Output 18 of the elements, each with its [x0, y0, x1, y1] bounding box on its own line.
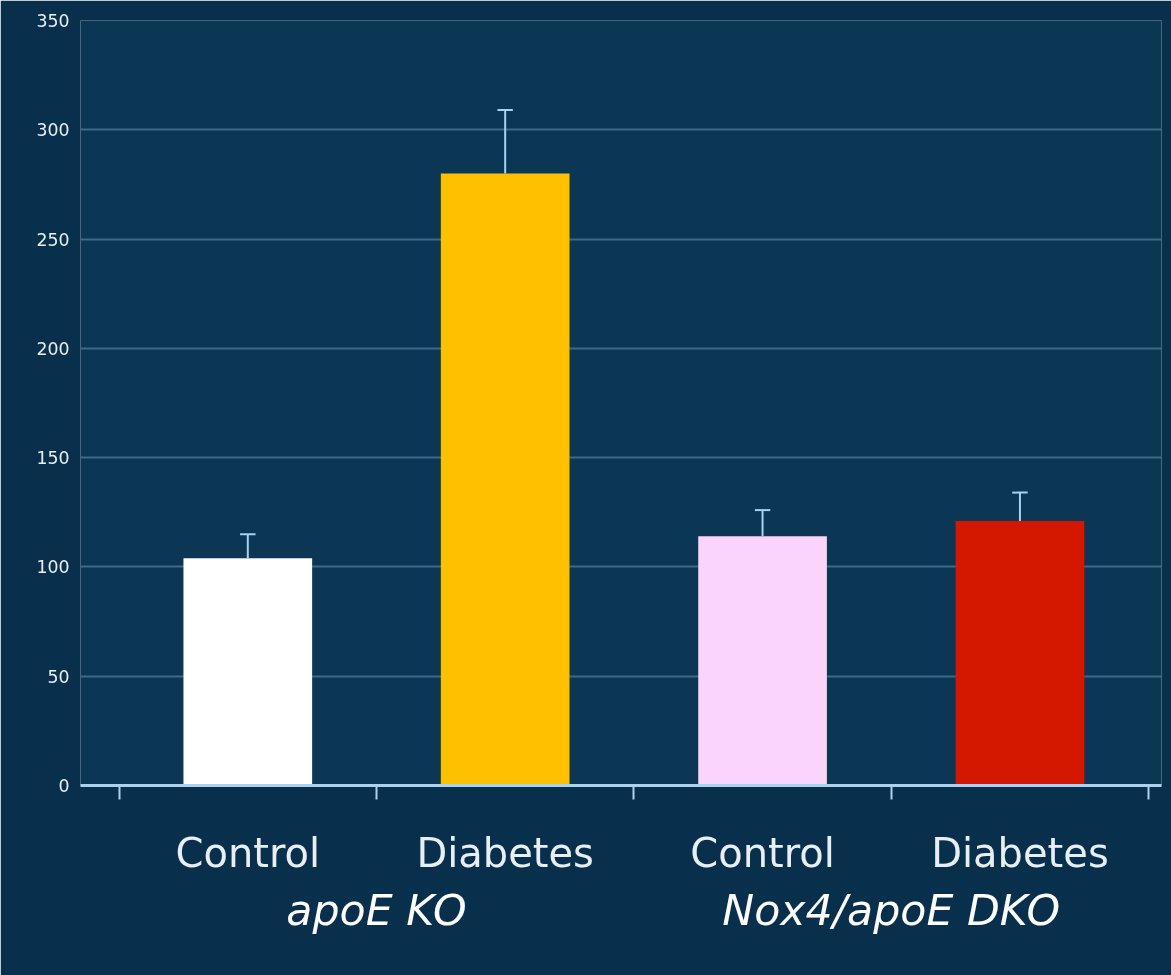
- x-tick-label: Diabetes: [416, 829, 594, 876]
- x-tick-label: Diabetes: [931, 829, 1109, 876]
- y-tick-label: 50: [47, 666, 70, 687]
- bar: [183, 558, 313, 786]
- y-tick-label: 150: [36, 448, 70, 469]
- text: apoE KO: [286, 884, 467, 935]
- bar: [440, 173, 570, 786]
- bar: [698, 536, 827, 786]
- y-tick-label: 300: [36, 120, 70, 141]
- y-tick-label: 100: [36, 557, 70, 578]
- y-tick-label: 250: [36, 229, 70, 250]
- y-tick-label: 200: [36, 338, 70, 359]
- y-tick-label: 350: [36, 11, 70, 31]
- x-tick-label: Control: [175, 829, 321, 876]
- x-tick-label: Control: [690, 829, 835, 876]
- text: Nox4/apoE DKO: [722, 884, 1061, 935]
- bar: [955, 521, 1085, 786]
- y-tick-label: 0: [58, 776, 70, 796]
